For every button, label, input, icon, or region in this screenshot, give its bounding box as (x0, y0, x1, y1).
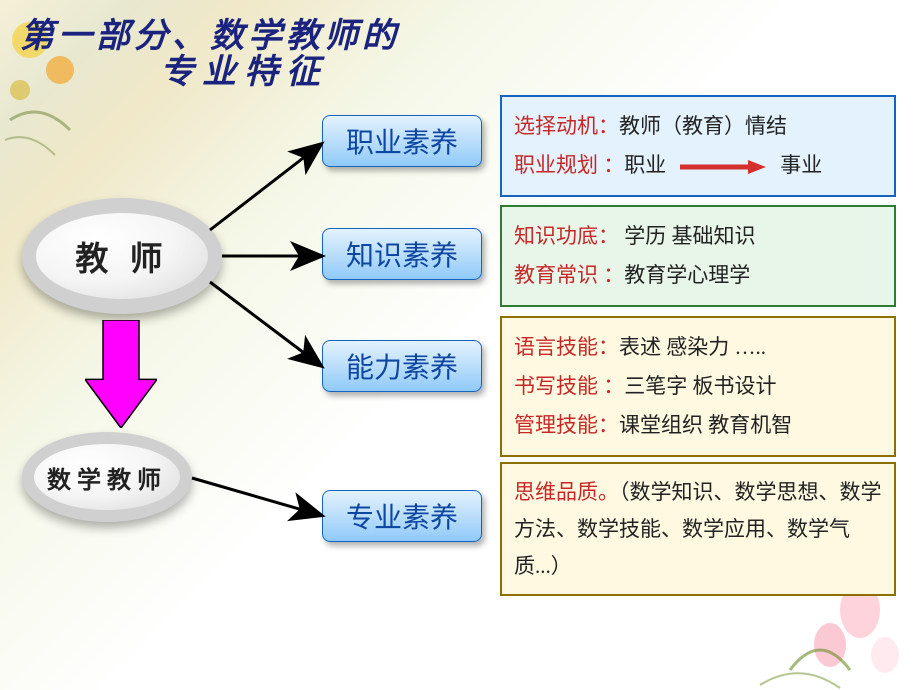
detail-row: 思维品质。（数学知识、数学思想、数学方法、数学技能、数学应用、数学气质...） (514, 474, 882, 584)
detail-label: 职业规划 ： (514, 153, 624, 177)
detail-row: 书写技能 ：三笔字 板书设计 (514, 367, 882, 406)
detail-label: 管理技能： (514, 413, 619, 437)
detail-row: 选择动机：教师（教育）情结 (514, 107, 882, 146)
detail-value: 职业 (624, 153, 666, 177)
detail-value: 表述 感染力 ….. (619, 335, 766, 359)
detail-label: 书写技能 ： (514, 374, 624, 398)
category-label: 专业素养 (346, 496, 458, 536)
title-line-2: 专业特征 (160, 44, 328, 93)
detail-label: 选择动机： (514, 114, 619, 138)
category-c4: 专业素养 (322, 490, 482, 542)
node-teacher-label: 教 师 (75, 232, 168, 280)
detail-d2: 知识功底： 学历 基础知识教育常识 ：教育学心理学 (500, 205, 896, 307)
detail-d3: 语言技能：表述 感染力 …..书写技能 ：三笔字 板书设计管理技能：课堂组织 教… (500, 316, 896, 457)
detail-row: 教育常识 ：教育学心理学 (514, 256, 882, 295)
detail-value-2: 事业 (780, 153, 822, 177)
detail-label: 语言技能： (514, 335, 619, 359)
detail-label: 思维品质。 (514, 480, 619, 504)
category-label: 能力素养 (346, 346, 458, 386)
detail-value: 教师（教育）情结 (619, 114, 787, 138)
detail-d4: 思维品质。（数学知识、数学思想、数学方法、数学技能、数学应用、数学气质...） (500, 462, 896, 596)
detail-row: 语言技能：表述 感染力 ….. (514, 328, 882, 367)
node-teacher: 教 师 (22, 198, 222, 314)
detail-label: 知识功底： (514, 224, 619, 248)
node-math-teacher-label: 数学教师 (47, 460, 167, 495)
arrow-right-icon (678, 158, 768, 176)
detail-row: 职业规划 ：职业 事业 (514, 146, 882, 185)
detail-value: 课堂组织 教育机智 (619, 413, 792, 437)
category-c1: 职业素养 (322, 115, 482, 167)
detail-d1: 选择动机：教师（教育）情结职业规划 ：职业 事业 (500, 95, 896, 197)
detail-label: 教育常识 ： (514, 263, 624, 287)
category-label: 职业素养 (346, 121, 458, 161)
category-c3: 能力素养 (322, 340, 482, 392)
detail-row: 知识功底： 学历 基础知识 (514, 217, 882, 256)
detail-value: 教育学心理学 (624, 263, 750, 287)
node-math-teacher: 数学教师 (22, 432, 192, 522)
detail-value: 学历 基础知识 (619, 224, 756, 248)
category-c2: 知识素养 (322, 228, 482, 280)
detail-value: 三笔字 板书设计 (624, 374, 776, 398)
category-label: 知识素养 (346, 234, 458, 274)
down-arrow-icon (85, 320, 157, 428)
detail-row: 管理技能：课堂组织 教育机智 (514, 406, 882, 445)
